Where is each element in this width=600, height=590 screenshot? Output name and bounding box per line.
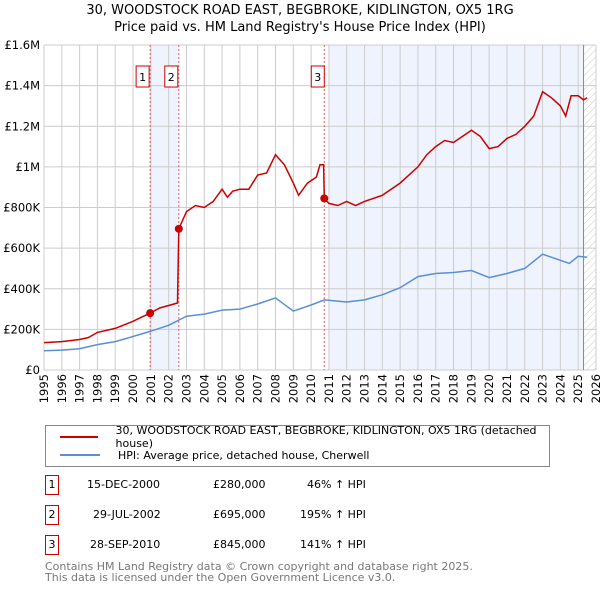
x-tick-label: 2013 [358,374,372,403]
chart-subtitle: Price paid vs. HM Land Registry's House … [114,20,486,35]
sale-hpi: 141% ↑ HPI [300,538,366,551]
x-tick-label: 1999 [108,374,122,403]
x-tick-label: 2010 [304,374,318,403]
x-tick-label: 2019 [464,374,478,403]
x-tick-label: 2016 [411,374,425,403]
sale-label: 3 [314,71,321,84]
x-tick-label: 2001 [144,374,158,403]
sale-hpi: 195% ↑ HPI [300,508,366,521]
sale-row: 1 15-DEC-2000 £280,000 46% ↑ HPI [45,475,445,495]
legend: 30, WOODSTOCK ROAD EAST, BEGBROKE, KIDLI… [45,424,550,467]
x-tick-label: 2024 [553,374,567,403]
x-tick-label: 2015 [393,374,407,403]
sale-date: 15-DEC-2000 [87,478,161,491]
legend-blue-line [60,454,100,456]
footer-copyright: Contains HM Land Registry data © Crown c… [45,560,473,573]
x-tick-label: 2021 [500,374,514,403]
y-tick-label: £1.6M [4,38,40,52]
x-tick-label: 2025 [571,374,585,403]
x-tick-label: 1997 [73,374,87,403]
x-tick-label: 2012 [340,374,354,403]
x-tick-label: 2009 [286,374,300,403]
sale-label: 2 [168,71,175,84]
chart-title: 30, WOODSTOCK ROAD EAST, BEGBROKE, KIDLI… [86,3,514,18]
sale-date: 29-JUL-2002 [93,508,161,521]
y-tick-label: £1.2M [4,119,40,133]
x-tick-label: 1996 [55,374,69,403]
sale-point [174,224,183,233]
x-tick-label: 2000 [126,374,140,403]
sale-badge: 1 [45,475,59,495]
x-tick-label: 2002 [162,374,176,403]
sale-price: £695,000 [213,508,266,521]
sale-date: 28-SEP-2010 [90,538,161,551]
x-tick-label: 2026 [589,374,600,403]
hpi-line [43,253,588,352]
y-tick-label: £800K [3,201,40,215]
sale-row: 3 28-SEP-2010 £845,000 141% ↑ HPI [45,535,445,555]
x-tick-label: 2006 [233,374,247,403]
x-tick-label: 2020 [482,374,496,403]
x-tick-label: 2023 [536,374,550,403]
property-price-line [43,90,588,344]
legend-hpi: HPI: Average price, detached house, Cher… [118,448,370,462]
x-tick-label: 2007 [251,374,265,403]
sale-point [320,194,329,203]
sale-row: 2 29-JUL-2002 £695,000 195% ↑ HPI [45,505,445,525]
x-tick-label: 2017 [429,374,443,403]
y-tick-label: £1M [15,160,40,174]
sale-label-box [164,65,179,88]
x-tick-label: 2018 [447,374,461,403]
x-tick-label: 1998 [90,374,104,403]
sale-hpi: 46% ↑ HPI [307,478,366,491]
legend-red-line [60,436,98,438]
footer-licence: This data is licensed under the Open Gov… [45,571,396,584]
sale-badge: 3 [45,535,59,555]
sale-label-box [310,65,325,88]
x-tick-label: 2008 [268,374,282,403]
x-tick-label: 1995 [37,374,51,403]
y-tick-label: £400K [3,282,40,296]
sale-label: 1 [139,71,146,84]
y-tick-label: £0 [25,363,40,377]
x-tick-label: 2004 [197,374,211,403]
sale-badge: 2 [45,505,59,525]
sale-label-box [135,65,150,88]
x-tick-label: 2003 [179,374,193,403]
legend-property: 30, WOODSTOCK ROAD EAST, BEGBROKE, KIDLI… [115,424,537,450]
y-tick-label: £200K [3,322,40,336]
x-tick-label: 2022 [518,374,532,403]
x-tick-label: 2014 [375,374,389,403]
x-tick-label: 2011 [322,374,336,403]
y-tick-label: £1.4M [4,79,40,93]
y-tick-label: £600K [3,241,40,255]
footer: Contains HM Land Registry data © Crown c… [45,561,473,583]
price-chart: 1995 1996 1997 1998 1999 2000 2001 2002 2003 2004… [3,38,600,403]
sale-price: £845,000 [213,538,266,551]
x-tick-label: 2005 [215,374,229,403]
sale-point [146,309,155,318]
sale-price: £280,000 [213,478,266,491]
